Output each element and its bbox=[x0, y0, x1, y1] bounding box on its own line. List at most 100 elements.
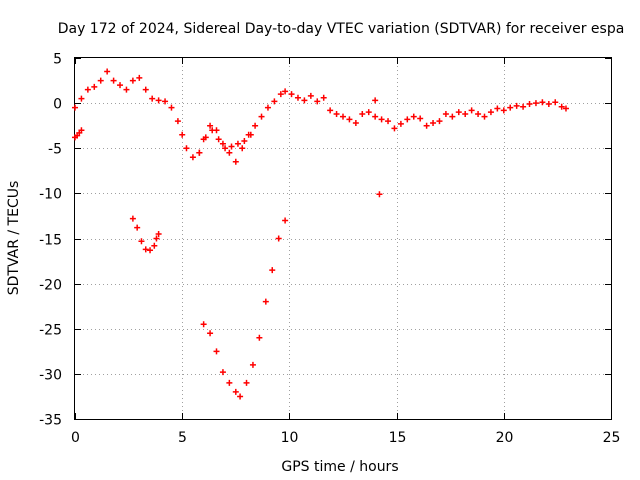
data-point bbox=[243, 379, 250, 386]
data-point bbox=[410, 113, 417, 120]
data-point bbox=[404, 116, 411, 123]
plot-frame bbox=[74, 57, 612, 420]
data-point bbox=[228, 143, 235, 150]
data-point bbox=[226, 379, 233, 386]
data-point bbox=[149, 95, 156, 102]
series-early-cluster bbox=[72, 127, 85, 141]
data-point bbox=[110, 77, 117, 84]
data-point bbox=[391, 125, 398, 132]
y-tick-label: -30 bbox=[39, 368, 62, 384]
data-point bbox=[142, 246, 149, 253]
data-point bbox=[183, 145, 190, 152]
x-tick-label: 25 bbox=[603, 430, 621, 446]
data-point bbox=[222, 145, 229, 152]
data-point bbox=[174, 118, 181, 125]
chart-title: Day 172 of 2024, Sidereal Day-to-day VTE… bbox=[58, 21, 625, 37]
data-point bbox=[275, 235, 282, 242]
series-dip-3h bbox=[129, 215, 162, 254]
data-point bbox=[234, 140, 241, 147]
data-point bbox=[239, 145, 246, 152]
data-point bbox=[249, 361, 256, 368]
data-point bbox=[155, 97, 162, 104]
data-point bbox=[219, 369, 226, 376]
data-point bbox=[545, 101, 552, 108]
data-point bbox=[513, 102, 520, 109]
data-point bbox=[252, 122, 259, 129]
data-point bbox=[123, 86, 130, 93]
data-point bbox=[282, 88, 289, 95]
data-point bbox=[500, 107, 507, 114]
data-point bbox=[539, 99, 546, 106]
data-point bbox=[372, 113, 379, 120]
data-point bbox=[376, 191, 383, 198]
data-point bbox=[153, 235, 160, 242]
data-point bbox=[104, 68, 111, 75]
data-point bbox=[215, 136, 222, 143]
data-point bbox=[475, 110, 482, 117]
data-point bbox=[97, 77, 104, 84]
data-point bbox=[219, 140, 226, 147]
data-point bbox=[307, 92, 314, 99]
data-point bbox=[91, 83, 98, 90]
data-point bbox=[340, 113, 346, 120]
series-lower-track bbox=[196, 127, 254, 156]
data-point bbox=[84, 86, 91, 93]
data-point bbox=[294, 94, 301, 101]
data-point bbox=[346, 116, 353, 123]
data-point bbox=[378, 116, 385, 123]
data-point bbox=[232, 158, 239, 165]
grid-lines bbox=[75, 58, 611, 419]
data-point bbox=[417, 115, 424, 122]
data-points bbox=[72, 68, 569, 400]
data-point bbox=[241, 138, 248, 145]
data-point bbox=[271, 98, 278, 105]
data-point bbox=[385, 118, 392, 125]
data-point bbox=[481, 113, 488, 120]
data-point bbox=[277, 91, 284, 98]
data-point bbox=[147, 247, 154, 254]
data-point bbox=[209, 127, 216, 134]
x-tick-label: 10 bbox=[281, 430, 299, 446]
data-point bbox=[436, 118, 443, 125]
data-point bbox=[136, 74, 143, 81]
y-tick-label: -5 bbox=[48, 142, 62, 158]
data-point bbox=[226, 149, 233, 156]
y-tick-label: -20 bbox=[39, 278, 62, 294]
data-point bbox=[462, 110, 469, 117]
x-tick-label: 5 bbox=[178, 430, 187, 446]
x-tick-label: 20 bbox=[496, 430, 514, 446]
data-point bbox=[468, 107, 475, 114]
data-point bbox=[327, 107, 334, 114]
x-axis-label: GPS time / hours bbox=[281, 459, 398, 475]
data-point bbox=[282, 217, 289, 224]
x-tick-label: 15 bbox=[389, 430, 407, 446]
x-tick-label: 0 bbox=[71, 430, 80, 446]
data-point bbox=[430, 119, 437, 126]
data-point bbox=[129, 215, 136, 222]
data-point bbox=[423, 122, 430, 129]
data-point bbox=[520, 103, 527, 110]
y-tick-label: -25 bbox=[39, 323, 62, 339]
y-tick-label: -35 bbox=[39, 413, 62, 429]
data-point bbox=[151, 242, 158, 249]
data-point bbox=[442, 110, 449, 117]
data-point bbox=[78, 127, 85, 134]
data-point bbox=[262, 298, 269, 305]
data-point bbox=[155, 230, 162, 237]
data-point bbox=[232, 388, 239, 395]
data-point bbox=[301, 97, 308, 104]
data-point bbox=[558, 103, 565, 110]
data-point bbox=[258, 113, 265, 120]
y-tick-label: -15 bbox=[39, 233, 62, 249]
data-point bbox=[202, 134, 209, 141]
data-point bbox=[213, 348, 220, 355]
data-point bbox=[455, 109, 462, 116]
data-point bbox=[142, 86, 149, 93]
data-point bbox=[487, 109, 494, 116]
data-point bbox=[162, 98, 169, 105]
data-point bbox=[117, 82, 124, 89]
data-point bbox=[168, 104, 175, 111]
data-point bbox=[359, 110, 366, 117]
data-point bbox=[247, 131, 254, 138]
data-point bbox=[494, 105, 501, 112]
